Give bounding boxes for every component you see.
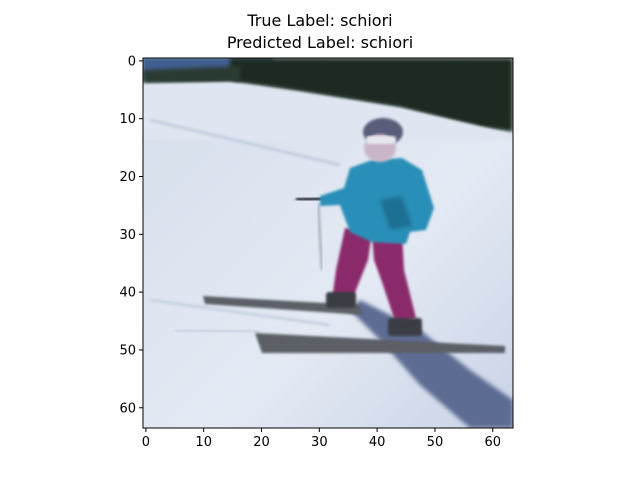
distant-trees [143,66,240,84]
x-axis: 0 10 20 30 40 50 60 [142,428,501,450]
x-tick-label: 10 [195,435,212,450]
x-tick-label: 20 [253,435,270,450]
ski-left [203,296,362,315]
y-tick-label: 40 [119,286,136,301]
slope-edge [143,82,513,140]
y-tick-label: 20 [119,170,136,185]
right-leg [372,232,416,324]
right-boot [388,318,422,336]
ski-pole [316,203,324,271]
x-tick-label: 0 [142,435,150,450]
x-tick-label: 60 [484,435,501,450]
x-tick-label: 30 [311,435,328,450]
y-tick-label: 10 [119,112,136,127]
predicted-label-title: Predicted Label: schiori [226,33,414,52]
ski-right [255,333,505,353]
ski-track [149,118,341,167]
true-label-title: True Label: schiori [247,11,393,30]
left-boot [326,292,356,308]
left-leg [332,228,372,300]
x-tick-label: 50 [427,435,444,450]
goggles [366,136,396,144]
y-axis: 0 10 20 30 40 50 60 [119,54,143,416]
tree-line [230,58,513,132]
axes-frame [142,57,514,429]
ski-photo [143,58,513,428]
y-tick-label: 0 [128,54,136,69]
ski-track [174,328,261,334]
y-tick-label: 50 [119,343,136,358]
ski-track [149,298,331,327]
y-tick-label: 30 [119,228,136,243]
jacket-shading [380,196,412,230]
y-tick-label: 60 [119,401,136,416]
x-tick-label: 40 [369,435,386,450]
